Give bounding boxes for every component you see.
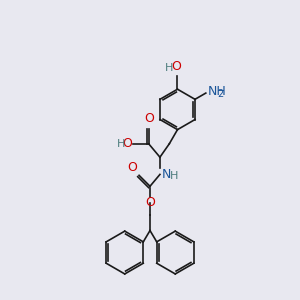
Text: O: O: [122, 137, 132, 151]
Text: NH: NH: [207, 85, 226, 98]
Text: 2: 2: [217, 89, 223, 99]
Text: O: O: [171, 60, 181, 73]
Text: N: N: [161, 168, 171, 181]
Text: O: O: [145, 196, 155, 209]
Text: H: H: [117, 139, 125, 149]
Text: H: H: [169, 171, 178, 181]
Text: O: O: [144, 112, 154, 125]
Text: H: H: [165, 63, 174, 73]
Text: O: O: [127, 161, 137, 174]
